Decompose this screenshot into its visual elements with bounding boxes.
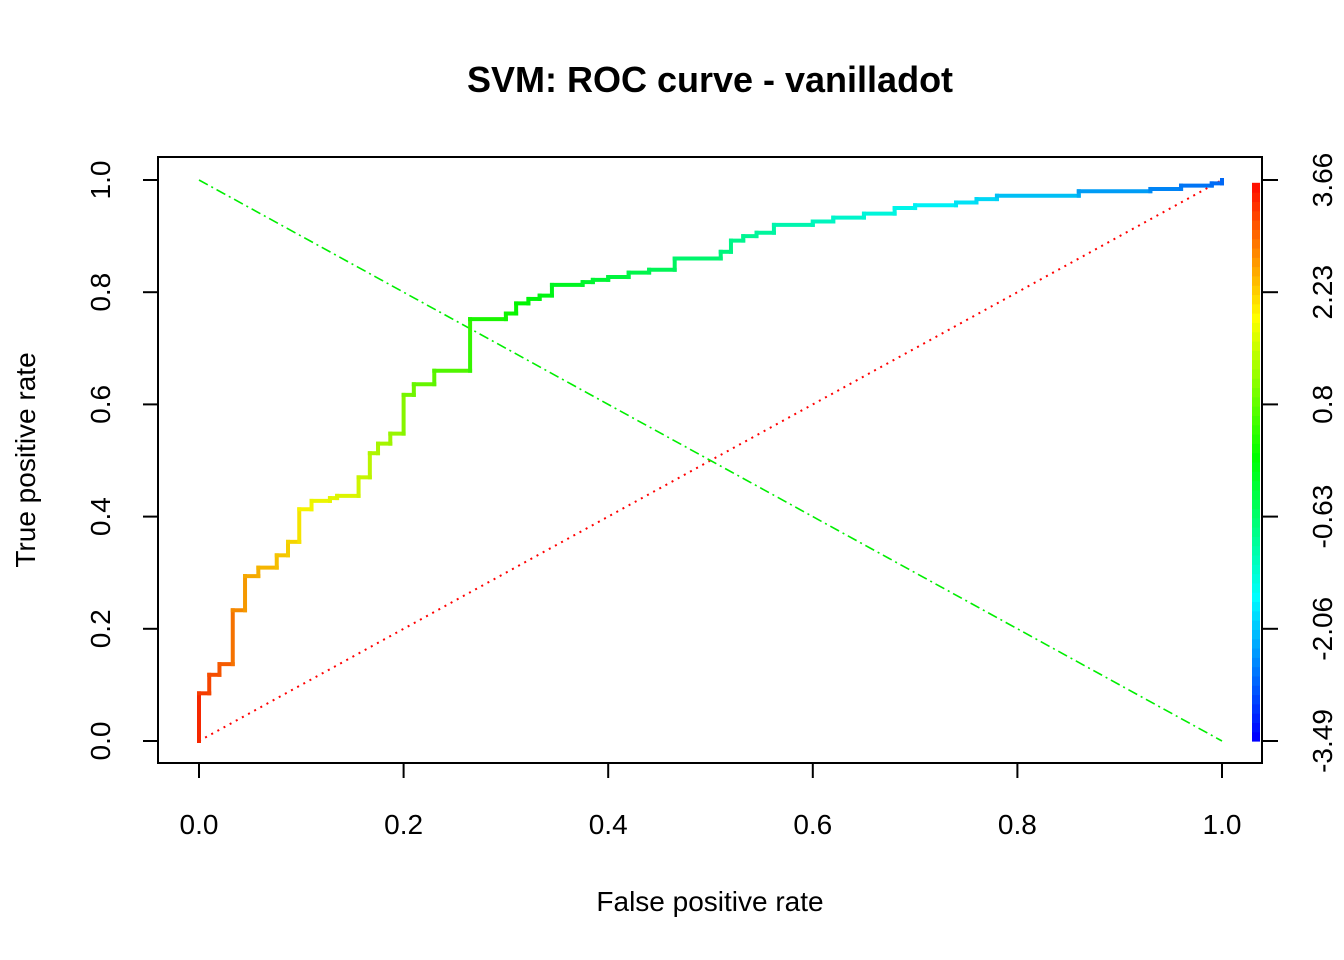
colorbar-cell-29 xyxy=(1252,461,1260,472)
colorbar: -3.49 -2.06 -0.63 0.8 2.23 3.66 xyxy=(1252,153,1338,773)
x-axis: 0.0 0.2 0.4 0.6 0.8 1.0 xyxy=(180,763,1242,840)
colorbar-cell-11 xyxy=(1252,629,1260,640)
colorbar-cell-30 xyxy=(1252,452,1260,463)
colorbar-cell-38 xyxy=(1252,378,1260,389)
colorbar-cell-35 xyxy=(1252,406,1260,416)
colorbar-cell-40 xyxy=(1252,359,1260,370)
colorbar-tick-label-4: 2.23 xyxy=(1307,265,1338,320)
colorbar-cell-54 xyxy=(1252,229,1260,240)
colorbar-cell-0 xyxy=(1252,731,1260,742)
colorbar-cell-41 xyxy=(1252,350,1260,361)
colorbar-cell-26 xyxy=(1252,489,1260,500)
colorbar-cell-45 xyxy=(1252,313,1260,323)
colorbar-cell-56 xyxy=(1252,210,1260,221)
colorbar-cell-9 xyxy=(1252,647,1260,658)
colorbar-cell-36 xyxy=(1252,396,1260,407)
colorbar-cell-7 xyxy=(1252,666,1260,677)
colorbar-cell-58 xyxy=(1252,192,1260,203)
y-tick-label-0: 0.0 xyxy=(85,722,116,761)
colorbar-cell-13 xyxy=(1252,610,1260,621)
colorbar-cell-42 xyxy=(1252,340,1260,351)
y-tick-label-2: 0.4 xyxy=(85,497,116,536)
colorbar-cell-52 xyxy=(1252,247,1260,258)
colorbar-cell-8 xyxy=(1252,657,1260,668)
colorbar-cell-20 xyxy=(1252,545,1260,556)
colorbar-tick-label-3: 0.8 xyxy=(1307,385,1338,424)
anti-diagonal-line xyxy=(198,179,1223,742)
colorbar-cell-43 xyxy=(1252,331,1260,342)
colorbar-cell-51 xyxy=(1252,257,1260,268)
colorbar-cell-18 xyxy=(1252,564,1260,575)
colorbar-cell-33 xyxy=(1252,424,1260,435)
y-axis-label: True positive rate xyxy=(10,352,41,567)
y-tick-label-4: 0.8 xyxy=(85,273,116,312)
colorbar-cell-31 xyxy=(1252,443,1260,454)
colorbar-cell-25 xyxy=(1252,499,1260,510)
colorbar-tick-label-5: 3.66 xyxy=(1307,153,1338,208)
roc-curve xyxy=(197,178,1224,743)
colorbar-cell-19 xyxy=(1252,554,1260,565)
colorbar-cell-46 xyxy=(1252,303,1260,314)
colorbar-cell-10 xyxy=(1252,638,1260,649)
x-tick-label-3: 0.6 xyxy=(793,809,832,840)
x-tick-label-4: 0.8 xyxy=(998,809,1037,840)
colorbar-cell-49 xyxy=(1252,275,1260,286)
colorbar-cell-37 xyxy=(1252,387,1260,398)
colorbar-cell-27 xyxy=(1252,480,1260,491)
chart-title: SVM: ROC curve - vanilladot xyxy=(467,59,953,100)
colorbar-cell-21 xyxy=(1252,536,1260,547)
colorbar-cell-16 xyxy=(1252,582,1260,593)
colorbar-cell-5 xyxy=(1252,685,1260,696)
colorbar-cell-55 xyxy=(1252,220,1260,230)
colorbar-tick-label-0: -3.49 xyxy=(1307,709,1338,773)
colorbar-cell-53 xyxy=(1252,238,1260,249)
colorbar-cell-28 xyxy=(1252,471,1260,482)
x-tick-label-2: 0.4 xyxy=(589,809,628,840)
x-tick-label-1: 0.2 xyxy=(384,809,423,840)
colorbar-cell-15 xyxy=(1252,592,1260,603)
y-tick-label-1: 0.2 xyxy=(85,609,116,648)
reference-lines xyxy=(198,179,1223,742)
colorbar-cell-2 xyxy=(1252,713,1260,723)
colorbar-cell-24 xyxy=(1252,508,1260,519)
y-tick-label-5: 1.0 xyxy=(85,161,116,200)
x-axis-label: False positive rate xyxy=(596,886,823,917)
x-tick-label-5: 1.0 xyxy=(1203,809,1242,840)
colorbar-cell-23 xyxy=(1252,517,1260,528)
colorbar-cell-22 xyxy=(1252,527,1260,537)
colorbar-cell-50 xyxy=(1252,266,1260,277)
colorbar-cell-44 xyxy=(1252,322,1260,333)
colorbar-cell-1 xyxy=(1252,722,1260,733)
colorbar-cell-6 xyxy=(1252,675,1260,686)
colorbar-tick-label-1: -2.06 xyxy=(1307,597,1338,661)
colorbar-cell-34 xyxy=(1252,415,1260,426)
colorbar-cell-57 xyxy=(1252,201,1260,212)
y-tick-label-3: 0.6 xyxy=(85,385,116,424)
colorbar-cell-32 xyxy=(1252,433,1260,444)
colorbar-cell-39 xyxy=(1252,368,1260,379)
colorbar-cell-3 xyxy=(1252,703,1260,714)
colorbar-cell-17 xyxy=(1252,573,1260,584)
colorbar-cell-47 xyxy=(1252,294,1260,305)
colorbar-cell-4 xyxy=(1252,694,1260,705)
y-axis: 0.0 0.2 0.4 0.6 0.8 1.0 xyxy=(85,161,158,761)
x-tick-label-0: 0.0 xyxy=(180,809,219,840)
colorbar-cell-14 xyxy=(1252,601,1260,612)
colorbar-cell-48 xyxy=(1252,285,1260,296)
colorbar-cell-59 xyxy=(1252,182,1260,193)
colorbar-tick-label-2: -0.63 xyxy=(1307,485,1338,549)
colorbar-cell-12 xyxy=(1252,620,1260,630)
